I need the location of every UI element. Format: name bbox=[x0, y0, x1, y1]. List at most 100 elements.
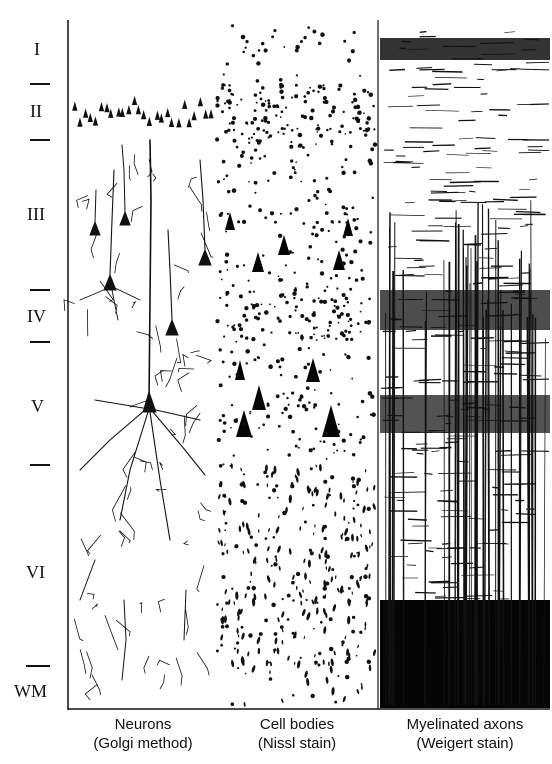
cell-body-dot bbox=[347, 330, 351, 334]
cell-body-dot bbox=[229, 464, 232, 467]
cell-body-dot bbox=[277, 545, 281, 553]
cell-body-dot bbox=[286, 618, 290, 621]
cell-body-dot bbox=[252, 290, 255, 293]
cell-body-dot bbox=[293, 288, 298, 292]
cell-body-dot bbox=[336, 449, 339, 452]
cell-body-dot bbox=[364, 468, 367, 473]
cell-body-dot bbox=[281, 611, 285, 618]
cell-body-dot bbox=[298, 591, 303, 598]
cell-body-dot bbox=[284, 264, 288, 267]
cell-body-dot bbox=[356, 477, 362, 483]
cell-body-dot bbox=[277, 424, 281, 428]
cell-body-dot bbox=[278, 77, 283, 82]
cell-body-dot bbox=[283, 45, 286, 48]
cell-body-dot bbox=[235, 145, 239, 149]
cell-body-dot bbox=[237, 163, 242, 168]
apical-dendrite bbox=[199, 159, 206, 251]
cell-body-dot bbox=[291, 429, 295, 434]
cell-body-dot bbox=[250, 120, 255, 125]
cell-body-dot bbox=[312, 225, 316, 229]
cell-body-dot bbox=[291, 251, 294, 254]
cell-body-dot bbox=[360, 523, 362, 528]
cell-body-dot bbox=[242, 264, 246, 267]
cell-body-dot bbox=[220, 481, 223, 488]
layer-label-iv: IV bbox=[27, 306, 46, 326]
cell-body-dot bbox=[273, 632, 278, 636]
cell-body-dot bbox=[281, 639, 284, 645]
cell-body-dot bbox=[344, 353, 347, 356]
cell-body-dot bbox=[317, 41, 322, 46]
cell-body-dot bbox=[225, 174, 229, 178]
dendrite-branch bbox=[84, 684, 98, 701]
cell-body-dot bbox=[336, 429, 341, 434]
cell-body-dot bbox=[264, 310, 269, 315]
cell-body-dot bbox=[307, 319, 311, 323]
cell-body-dot bbox=[328, 189, 333, 194]
cell-body-dot bbox=[323, 580, 327, 588]
cell-body-dot bbox=[351, 377, 354, 380]
cell-body-dot bbox=[282, 392, 285, 395]
myelinated-fiber bbox=[520, 68, 550, 71]
cell-body-dot bbox=[298, 143, 303, 148]
cell-body-dot bbox=[325, 676, 329, 684]
cell-body-dot bbox=[243, 701, 246, 707]
cell-body-dot bbox=[217, 540, 220, 545]
cell-body-dot bbox=[280, 84, 285, 88]
cell-body-dot bbox=[274, 637, 278, 645]
cell-body-dot bbox=[360, 533, 363, 538]
cell-body-dot bbox=[347, 521, 350, 524]
cell-body-dot bbox=[329, 277, 333, 280]
cell-body-dot bbox=[352, 117, 355, 120]
cell-body-dot bbox=[318, 553, 321, 560]
cell-body-dot bbox=[345, 207, 349, 211]
cell-body-dot bbox=[368, 664, 372, 672]
cell-body-dot bbox=[281, 698, 284, 704]
cell-body-dot bbox=[300, 314, 305, 318]
cell-body-dot bbox=[224, 589, 227, 595]
dendrite-branch bbox=[139, 601, 143, 613]
cell-body-dot bbox=[258, 208, 262, 213]
cell-body-dot bbox=[226, 268, 229, 271]
cell-body-dot bbox=[248, 290, 252, 294]
cell-body-dot bbox=[372, 142, 378, 147]
cell-body-dot bbox=[350, 476, 356, 481]
cell-body-dot bbox=[287, 403, 290, 406]
dendrite-branch bbox=[122, 451, 137, 478]
dendrite-branch bbox=[86, 535, 101, 555]
cell-body-dot bbox=[298, 398, 302, 402]
cell-body-dot bbox=[246, 586, 251, 590]
cell-body-dot bbox=[264, 216, 268, 220]
cell-body-dot bbox=[252, 556, 257, 564]
cell-body-dot bbox=[357, 644, 359, 649]
dendrite-branch bbox=[196, 354, 212, 364]
dendrite-branch bbox=[106, 182, 118, 198]
myelinated-fiber bbox=[474, 147, 491, 150]
cell-body-dot bbox=[237, 323, 242, 328]
cell-body-dot bbox=[291, 580, 295, 585]
cell-body-dot bbox=[292, 599, 295, 602]
cell-body-dot bbox=[245, 362, 248, 365]
cell-body-dot bbox=[344, 253, 349, 257]
cell-body-dot bbox=[309, 335, 313, 340]
cell-body-dot bbox=[372, 503, 376, 510]
cell-body-dot bbox=[321, 525, 325, 533]
cell-body-dot bbox=[349, 144, 353, 149]
cell-body-dot bbox=[353, 499, 356, 503]
cell-body-dot bbox=[303, 520, 307, 524]
cell-body-dot bbox=[314, 660, 318, 665]
dendrite-branch bbox=[185, 609, 189, 635]
radial-fiber-bundle bbox=[402, 270, 405, 706]
dendrite-branch bbox=[90, 231, 98, 259]
dendrite-branch bbox=[190, 350, 200, 354]
cell-body-dot bbox=[248, 180, 250, 183]
myelinated-fiber bbox=[416, 239, 450, 242]
cell-body-dot bbox=[288, 314, 292, 319]
cell-body-dot bbox=[301, 404, 307, 409]
cell-body-dot bbox=[365, 602, 369, 608]
granule-cell bbox=[98, 101, 105, 112]
cell-body-dot bbox=[245, 336, 249, 340]
cell-body-dot bbox=[344, 296, 349, 301]
cell-body-dot bbox=[309, 488, 312, 492]
cell-body-dot bbox=[347, 586, 351, 590]
cell-body-dot bbox=[352, 218, 357, 222]
